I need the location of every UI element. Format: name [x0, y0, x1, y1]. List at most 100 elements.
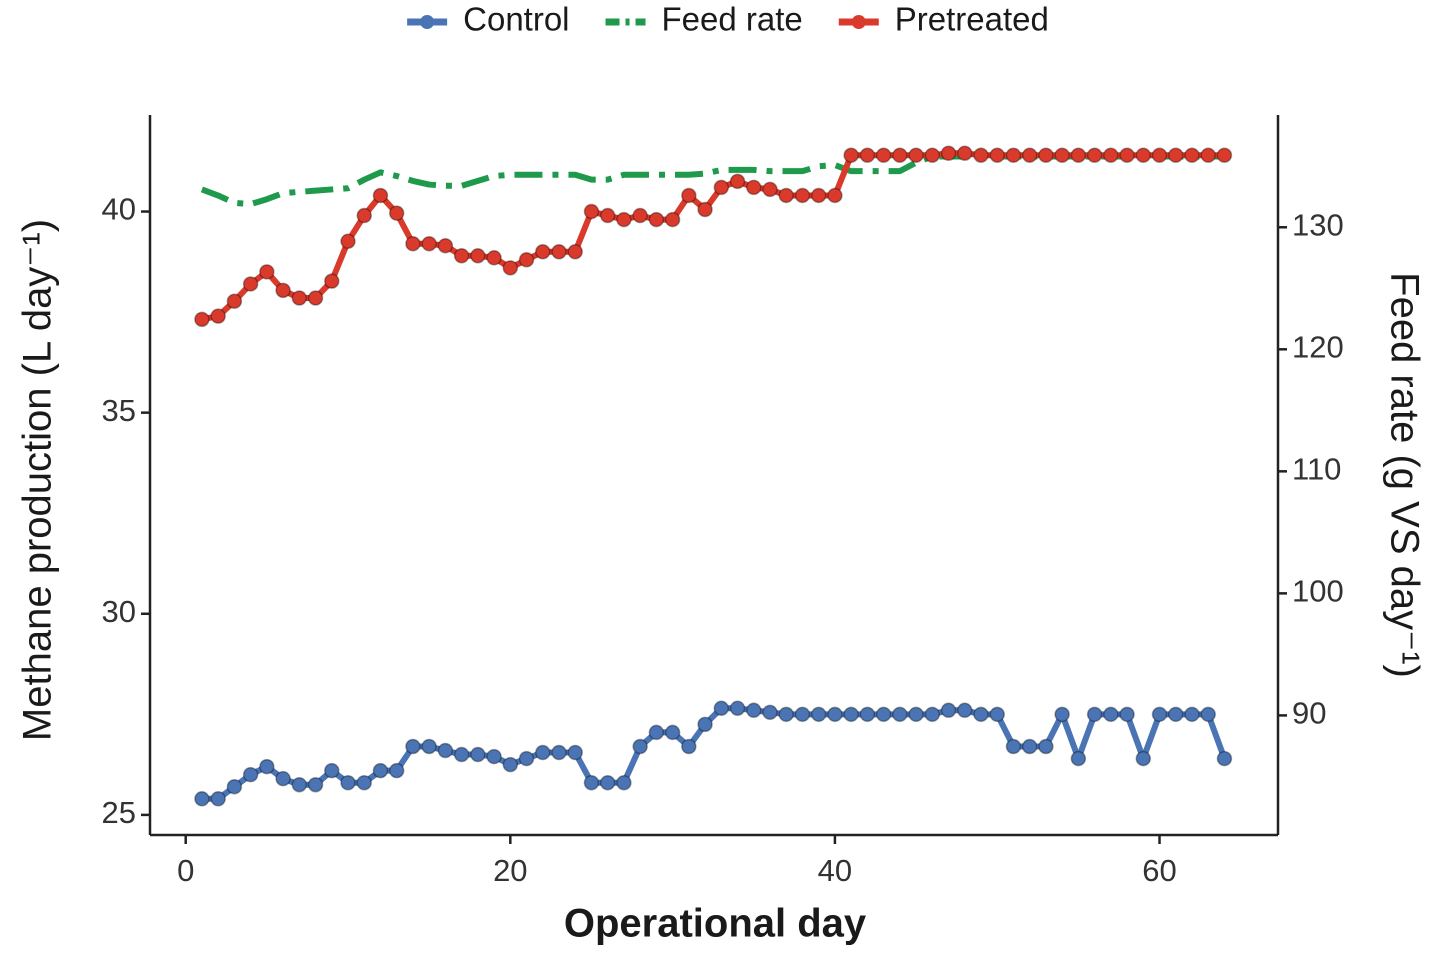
data-point	[486, 250, 502, 266]
series-line	[201, 150, 1225, 323]
data-point	[551, 744, 567, 761]
data-point	[535, 244, 551, 260]
data-point	[372, 187, 389, 204]
data-point	[1167, 706, 1184, 723]
data-point	[778, 706, 794, 723]
data-point	[226, 293, 243, 309]
data-point	[470, 248, 486, 264]
data-point	[827, 706, 843, 723]
data-point	[583, 203, 600, 220]
data-point	[859, 706, 876, 723]
data-point	[194, 791, 210, 807]
y-tick-label: 40	[102, 192, 136, 227]
data-point	[664, 724, 681, 741]
data-point	[453, 746, 470, 763]
y-axis-title: Methane production (L day⁻¹)	[16, 219, 60, 741]
legend-item: Feed rate	[605, 1, 803, 38]
data-point	[1021, 738, 1038, 755]
legend-marker	[851, 15, 866, 29]
data-point	[372, 762, 389, 779]
data-point	[827, 187, 843, 204]
data-point	[421, 235, 437, 252]
data-point	[810, 706, 827, 723]
data-point	[989, 147, 1005, 163]
data-point	[567, 244, 583, 260]
data-point	[583, 774, 600, 791]
y-tick-label: 25	[102, 795, 136, 830]
data-point	[356, 774, 372, 791]
y2-tick-label: 130	[1292, 207, 1344, 242]
data-point	[648, 724, 665, 741]
data-point	[1216, 147, 1233, 163]
data-point	[908, 147, 924, 163]
data-point	[875, 706, 892, 723]
data-point	[1135, 750, 1152, 767]
data-point	[210, 791, 226, 807]
data-point	[924, 706, 941, 723]
data-point	[1151, 147, 1168, 163]
data-point	[616, 211, 632, 228]
data-point	[291, 290, 308, 306]
data-point	[940, 702, 957, 719]
data-point	[892, 706, 908, 723]
data-point	[1054, 147, 1070, 163]
y2-tick-label: 100	[1292, 574, 1344, 609]
data-point	[275, 770, 291, 787]
data-point	[762, 704, 778, 721]
data-point	[307, 290, 324, 306]
data-point	[210, 308, 226, 324]
data-point	[859, 147, 876, 163]
data-point	[291, 776, 308, 793]
data-point	[1216, 750, 1233, 767]
data-point	[340, 233, 356, 250]
y2-tick-label: 110	[1292, 452, 1341, 487]
data-point	[810, 187, 827, 204]
data-point	[259, 758, 275, 775]
data-point	[405, 235, 421, 252]
data-point	[307, 776, 324, 793]
data-point	[1005, 147, 1022, 163]
data-point	[713, 700, 730, 717]
data-point	[1103, 147, 1119, 163]
data-point	[616, 774, 632, 791]
data-point	[843, 706, 859, 723]
data-point	[957, 145, 973, 161]
data-point	[1054, 706, 1070, 723]
data-point	[989, 706, 1005, 723]
data-point	[924, 147, 941, 163]
data-point	[437, 742, 454, 759]
data-point	[437, 237, 454, 254]
data-point	[340, 774, 356, 791]
data-point	[957, 702, 973, 719]
data-point	[324, 273, 340, 289]
legend-label: Control	[463, 1, 569, 38]
y2-axis-title: Feed rate (g VS day⁻¹)	[1382, 272, 1426, 678]
data-point	[1038, 738, 1054, 755]
data-point	[632, 738, 648, 755]
y2-tick-label: 90	[1292, 696, 1326, 731]
data-point	[259, 264, 275, 280]
data-point	[1167, 147, 1184, 163]
data-point	[388, 762, 405, 779]
data-point	[908, 706, 924, 723]
legend: Control Feed rate Pretreated	[407, 1, 1049, 38]
data-point	[486, 748, 502, 765]
data-point	[1200, 706, 1216, 723]
x-tick-label: 20	[493, 853, 527, 888]
data-point	[794, 187, 811, 204]
data-point	[1103, 706, 1119, 723]
data-point	[1200, 147, 1216, 163]
x-tick-label: 0	[177, 853, 194, 888]
data-point	[1086, 706, 1103, 723]
data-point	[599, 207, 616, 224]
data-point	[843, 147, 859, 163]
data-point	[697, 716, 713, 733]
data-point	[1184, 147, 1200, 163]
data-point	[551, 244, 567, 260]
data-point	[973, 706, 989, 723]
data-point	[1021, 147, 1038, 163]
data-point	[664, 211, 681, 228]
legend-item: Pretreated	[838, 1, 1049, 38]
data-point	[1070, 147, 1087, 163]
